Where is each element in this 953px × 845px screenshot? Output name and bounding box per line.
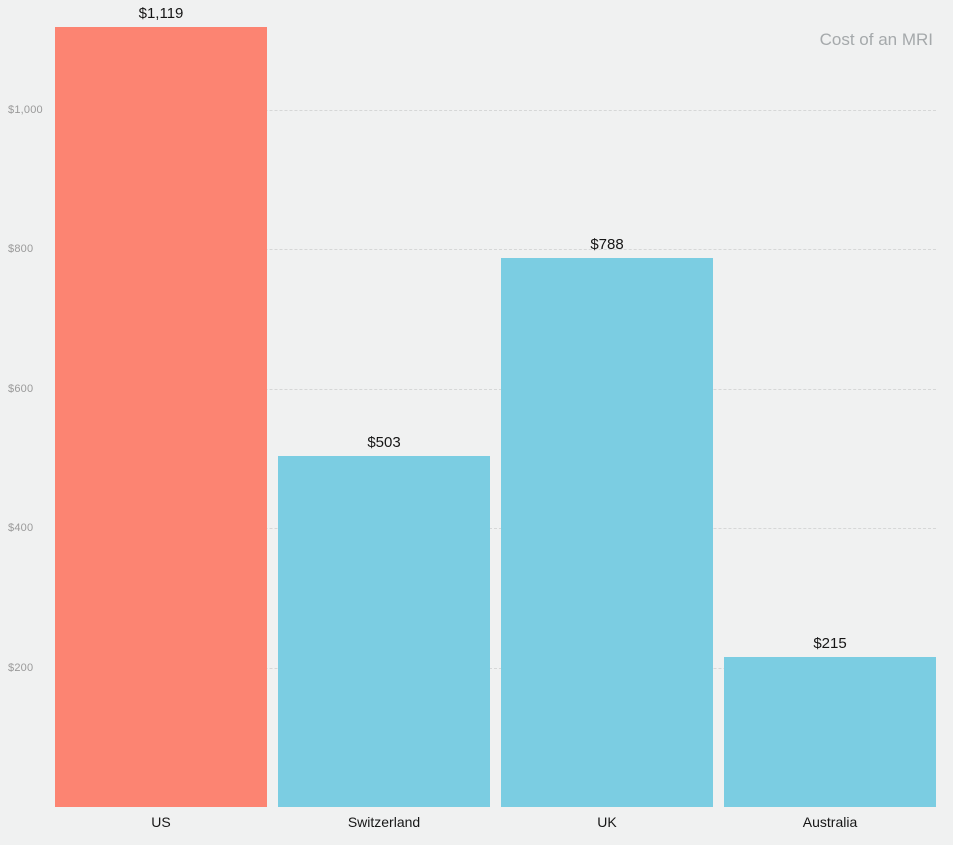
x-axis-labels: US Switzerland UK Australia xyxy=(55,814,936,830)
gridline xyxy=(55,528,936,530)
bars: $1,119 $503 $788 $215 xyxy=(55,0,936,807)
y-tick-label: $200 xyxy=(8,661,34,674)
bar-us: $1,119 xyxy=(55,5,267,807)
bar-value-label: $788 xyxy=(590,236,624,253)
bar-value-label: $503 xyxy=(367,434,401,451)
bar-value-label: $1,119 xyxy=(138,5,184,22)
x-axis-label: Switzerland xyxy=(347,814,421,830)
y-tick-label: $1,000 xyxy=(8,104,43,117)
gridline xyxy=(55,110,936,112)
x-axis-label: Australia xyxy=(802,814,858,830)
y-tick-label: $400 xyxy=(8,522,34,535)
grid-layer: $200 $400 $600 $800 $1,000 xyxy=(8,104,936,674)
bar-australia: $215 xyxy=(724,635,936,807)
x-axis-label: US xyxy=(151,814,171,830)
bar-uk: $788 xyxy=(501,236,713,807)
bar-value-label: $215 xyxy=(813,635,847,652)
y-tick-label: $800 xyxy=(8,243,34,256)
chart-title: Cost of an MRI xyxy=(819,30,933,49)
gridline xyxy=(55,388,936,390)
bar-switzerland: $503 xyxy=(278,434,490,807)
gridline xyxy=(55,667,936,669)
y-tick-label: $600 xyxy=(8,382,34,395)
x-axis-label: UK xyxy=(597,814,617,830)
gridline xyxy=(55,249,936,251)
